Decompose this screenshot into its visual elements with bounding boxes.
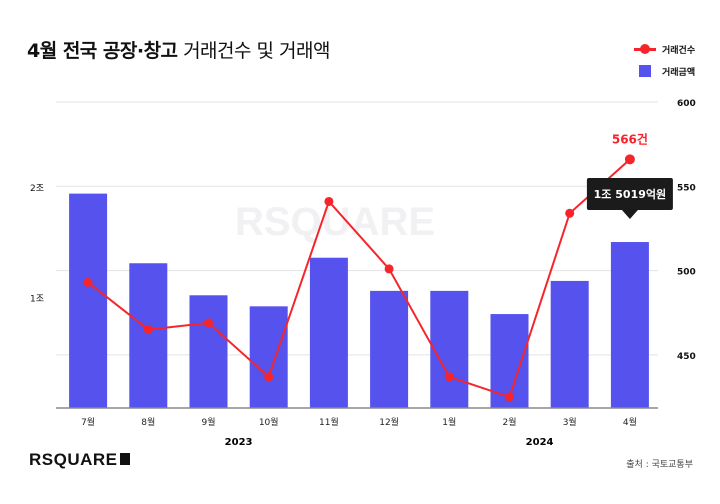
year-label: 2023 [225, 437, 253, 448]
line-value-label: 566건 [612, 131, 648, 146]
bar-12월 [370, 290, 409, 408]
source-note: 출처 : 국토교통부 [626, 460, 693, 470]
count-point-10월 [264, 372, 274, 382]
x-tick-label: 8월 [141, 416, 155, 428]
bar-4월 [610, 242, 649, 408]
x-tick-label: 7월 [81, 416, 95, 428]
legend: 거래건수 거래금액 [632, 38, 695, 82]
bar-1월 [430, 290, 469, 408]
bar-3월 [550, 280, 589, 408]
count-point-11월 [324, 196, 334, 206]
bar-swatch-icon [639, 65, 651, 77]
bar-8월 [129, 263, 168, 408]
legend-item-amount: 거래금액 [632, 60, 695, 82]
count-line [87, 158, 631, 399]
right-axis-tick: 550 [677, 183, 696, 193]
rsquare-logo: RSQUARE [29, 450, 130, 470]
bar-value-label: 1조 5019억원 [594, 187, 666, 201]
count-point-1월 [444, 372, 454, 382]
left-axis-tick: 1조 [30, 295, 44, 305]
x-tick-label: 12월 [379, 416, 399, 428]
line-swatch-icon [634, 44, 656, 54]
right-axis-tick: 600 [677, 99, 696, 109]
year-label: 2024 [526, 437, 554, 448]
count-point-7월 [83, 277, 93, 287]
x-tick-label: 10월 [259, 416, 279, 428]
count-point-9월 [204, 318, 213, 328]
bar-9월 [189, 295, 228, 408]
count-point-8월 [143, 325, 153, 335]
bar-11월 [309, 257, 348, 408]
watermark: RSQUARE [235, 200, 435, 244]
right-axis-tick: 450 [677, 352, 696, 362]
right-axis-tick: 500 [677, 268, 696, 278]
count-point-4월 [624, 154, 635, 165]
bar-10월 [249, 306, 288, 408]
bar-tooltip-arrow [621, 210, 638, 219]
x-tick-label: 9월 [201, 416, 215, 428]
bar-tooltip-box [586, 178, 673, 210]
x-tick-label: 2월 [502, 416, 516, 428]
count-point-2월 [505, 392, 514, 402]
legend-item-count: 거래건수 [632, 38, 695, 60]
x-tick-label: 4월 [623, 416, 637, 428]
x-tick-label: 1월 [442, 416, 456, 428]
left-axis-tick: 2조 [30, 184, 44, 194]
count-point-3월 [565, 208, 575, 218]
bar-7월 [69, 193, 108, 408]
count-point-12월 [384, 264, 394, 274]
x-tick-label: 11월 [319, 416, 339, 428]
x-tick-label: 3월 [563, 416, 577, 428]
chart-title: 4월 전국 공장·창고 거래건수 및 거래액 [27, 40, 330, 62]
